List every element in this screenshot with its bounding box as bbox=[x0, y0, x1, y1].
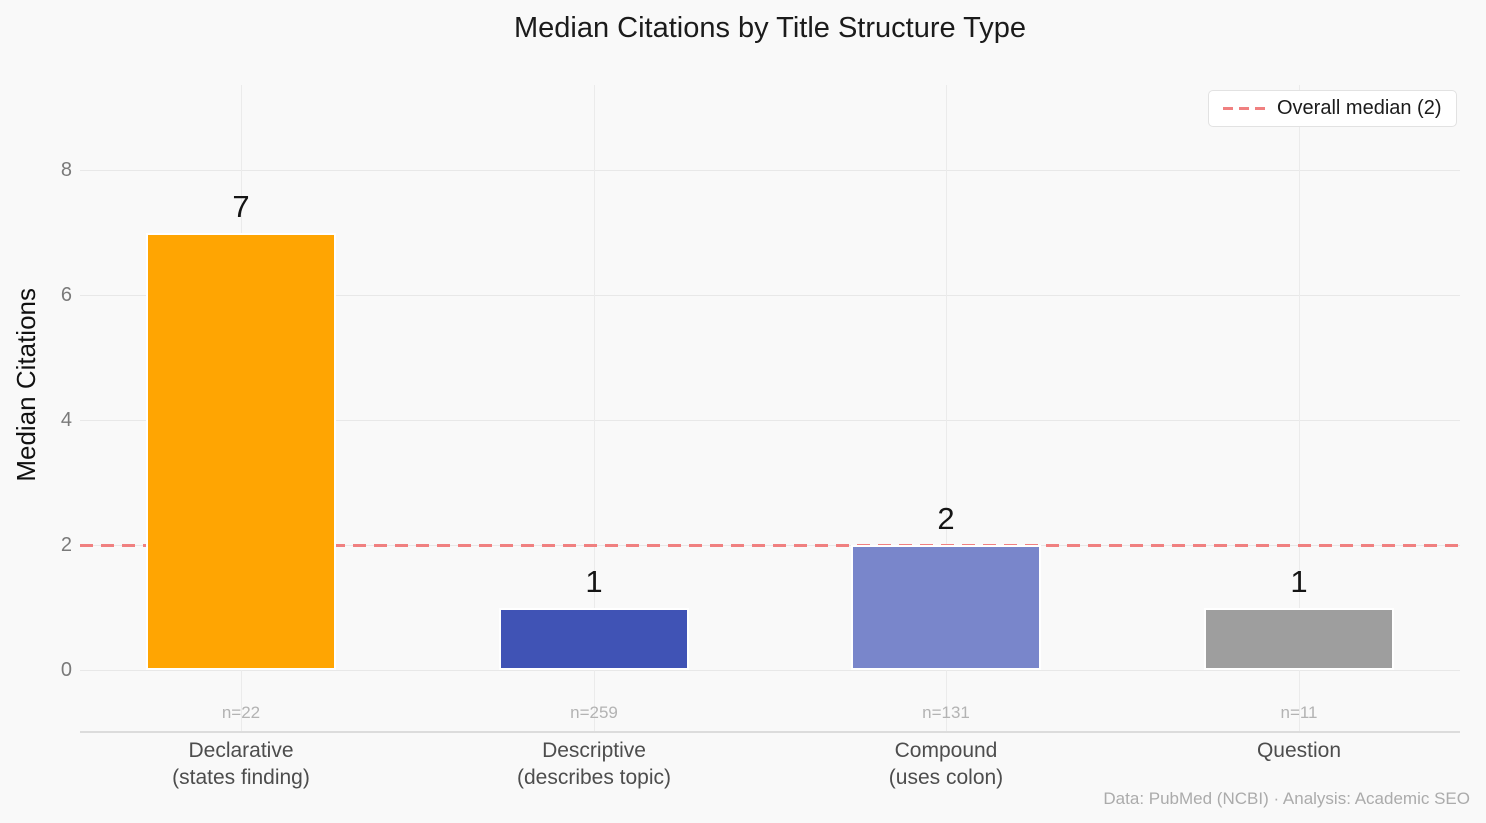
bar-descriptive bbox=[499, 607, 689, 670]
gridline-x4 bbox=[1299, 85, 1300, 733]
y-tick-0: 0 bbox=[60, 659, 72, 681]
bar-value-label: 7 bbox=[232, 188, 250, 224]
y-axis-title-text: Median Citations bbox=[10, 288, 41, 482]
x-label-line2: (uses colon) bbox=[888, 766, 1004, 789]
gridline-x2 bbox=[594, 85, 595, 733]
x-label-line2: (describes topic) bbox=[516, 766, 672, 789]
x-label-declarative: Declarative (states finding) bbox=[81, 737, 401, 791]
y-tick-6: 6 bbox=[60, 284, 72, 306]
y-tick-2: 2 bbox=[60, 534, 72, 556]
bar-declarative bbox=[146, 232, 336, 670]
x-axis-line bbox=[80, 731, 1460, 733]
x-label-question: Question bbox=[1139, 737, 1459, 764]
bar-question bbox=[1204, 607, 1394, 670]
gridline-y8 bbox=[80, 170, 1460, 171]
x-label-compound: Compound (uses colon) bbox=[786, 737, 1106, 791]
gridline-y4 bbox=[80, 420, 1460, 421]
legend-dashed-line-icon bbox=[1223, 107, 1265, 110]
x-label-line2: (states finding) bbox=[172, 766, 310, 789]
legend-label: Overall median (2) bbox=[1277, 97, 1442, 119]
source-note: Data: PubMed (NCBI) · Analysis: Academic… bbox=[1103, 789, 1470, 808]
x-label-line1: Declarative bbox=[188, 739, 294, 762]
x-label-line1: Compound bbox=[894, 739, 998, 762]
x-label-line1: Question bbox=[1256, 739, 1342, 762]
bar-value-label: 1 bbox=[1290, 563, 1308, 599]
sample-size-label: n=131 bbox=[922, 703, 970, 722]
chart-title: Median Citations by Title Structure Type bbox=[513, 12, 1027, 44]
sample-size-label: n=11 bbox=[1280, 703, 1318, 722]
gridline-y6 bbox=[80, 295, 1460, 296]
legend[interactable]: Overall median (2) bbox=[1208, 90, 1457, 127]
bar-group-descriptive: 1 bbox=[499, 563, 689, 670]
sample-size-label: n=259 bbox=[570, 703, 618, 722]
x-label-descriptive: Descriptive (describes topic) bbox=[434, 737, 754, 791]
bar-value-label: 2 bbox=[937, 501, 955, 536]
y-tick-4: 4 bbox=[60, 409, 72, 431]
bar-group-compound: 2 bbox=[851, 501, 1041, 670]
median-reference-line bbox=[80, 543, 1460, 547]
bar-value-label: 1 bbox=[585, 563, 603, 599]
bar-group-question: 1 bbox=[1204, 563, 1394, 670]
gridline-x3 bbox=[946, 85, 947, 733]
bar-compound bbox=[851, 545, 1041, 670]
bar-group-declarative: 7 bbox=[146, 188, 336, 670]
plot-area: 7 1 2 1 n=22 n=259 n=131 n=11 bbox=[80, 85, 1460, 733]
y-tick-8: 8 bbox=[60, 159, 72, 181]
gridline-y0 bbox=[80, 670, 1460, 671]
x-label-line1: Descriptive bbox=[542, 739, 646, 762]
sample-size-label: n=22 bbox=[221, 703, 261, 722]
